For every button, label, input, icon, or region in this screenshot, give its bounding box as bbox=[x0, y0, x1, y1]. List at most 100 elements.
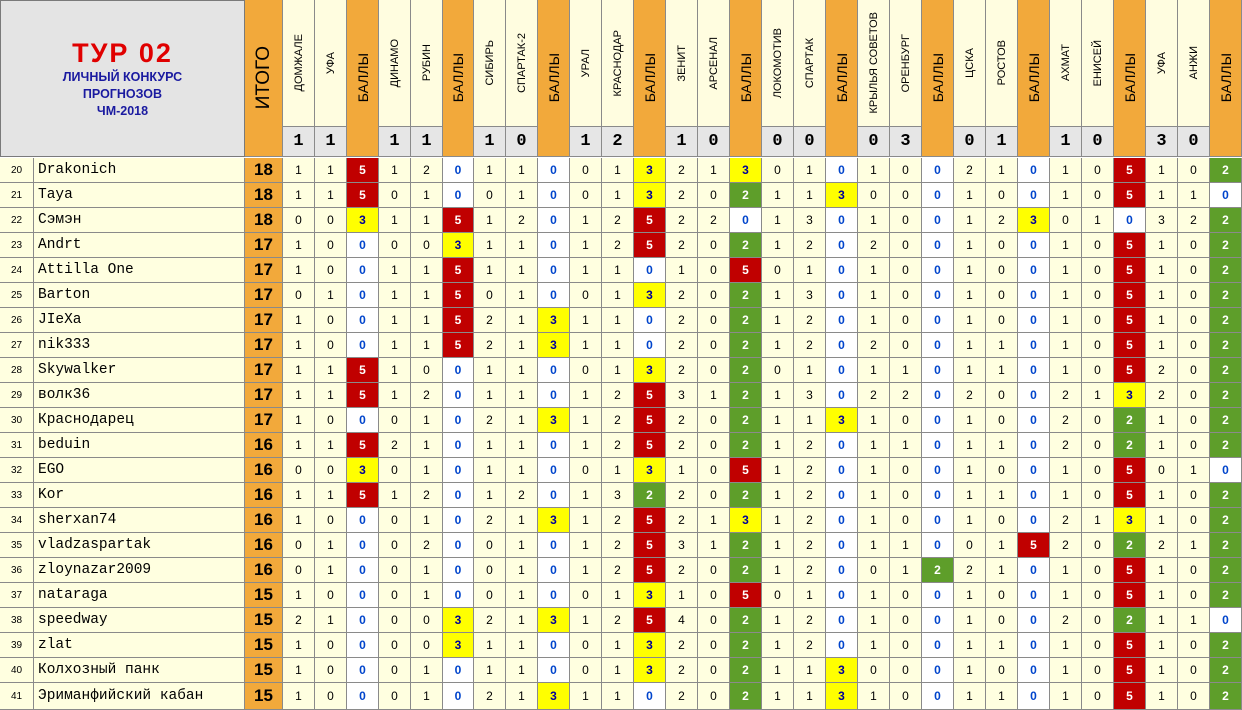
prediction-home: 1 bbox=[858, 208, 890, 233]
prediction-points: 0 bbox=[922, 208, 954, 233]
prediction-home: 1 bbox=[858, 633, 890, 658]
prediction-away: 1 bbox=[890, 558, 922, 583]
prediction-away: 0 bbox=[1082, 658, 1114, 683]
prediction-points: 0 bbox=[922, 533, 954, 558]
prediction-away: 3 bbox=[794, 383, 826, 408]
participant-name[interactable]: волк36 bbox=[34, 383, 245, 408]
prediction-home: 1 bbox=[283, 258, 315, 283]
match-8-points-header: БАЛЛЫ bbox=[1018, 0, 1050, 157]
prediction-home: 1 bbox=[762, 208, 794, 233]
prediction-home: 0 bbox=[379, 583, 411, 608]
participant-name[interactable]: sherxan74 bbox=[34, 508, 245, 533]
participant-name[interactable]: Skywalker bbox=[34, 358, 245, 383]
prediction-away: 1 bbox=[698, 533, 730, 558]
participant-name[interactable]: beduin bbox=[34, 433, 245, 458]
participant-name[interactable]: zloynazar2009 bbox=[34, 558, 245, 583]
participant-name[interactable]: nataraga bbox=[34, 583, 245, 608]
match-3-away-team: СПАРТАК-2 bbox=[506, 0, 538, 127]
prediction-home: 1 bbox=[1050, 258, 1082, 283]
participant-name[interactable]: Сэмэн bbox=[34, 208, 245, 233]
match-8-home-score: 0 bbox=[954, 127, 986, 157]
prediction-home: 1 bbox=[1050, 583, 1082, 608]
participant-name[interactable]: Краснодарец bbox=[34, 408, 245, 433]
prediction-away: 0 bbox=[411, 633, 443, 658]
prediction-home: 1 bbox=[283, 508, 315, 533]
prediction-away: 0 bbox=[890, 458, 922, 483]
prediction-away: 2 bbox=[602, 608, 634, 633]
prediction-away: 0 bbox=[315, 258, 347, 283]
prediction-home: 1 bbox=[570, 258, 602, 283]
prediction-home: 2 bbox=[954, 558, 986, 583]
participant-name[interactable]: vladzaspartak bbox=[34, 533, 245, 558]
prediction-away: 1 bbox=[986, 483, 1018, 508]
participant-name[interactable]: Barton bbox=[34, 283, 245, 308]
prediction-away: 1 bbox=[411, 308, 443, 333]
prediction-points: 3 bbox=[443, 608, 474, 633]
prediction-away: 1 bbox=[315, 158, 347, 183]
prediction-home: 0 bbox=[762, 583, 794, 608]
prediction-away: 0 bbox=[698, 308, 730, 333]
prediction-points: 0 bbox=[922, 358, 954, 383]
prediction-away: 1 bbox=[602, 258, 634, 283]
prediction-away: 0 bbox=[1178, 308, 1210, 333]
prediction-points: 3 bbox=[634, 658, 666, 683]
prediction-points: 3 bbox=[634, 158, 666, 183]
prediction-points: 0 bbox=[826, 358, 858, 383]
participant-name[interactable]: Колхозный панк bbox=[34, 658, 245, 683]
prediction-points: 0 bbox=[1018, 508, 1050, 533]
prediction-home: 1 bbox=[570, 333, 602, 358]
match-9-home-score: 1 bbox=[1050, 127, 1082, 157]
prediction-home: 1 bbox=[570, 233, 602, 258]
participant-name[interactable]: nik333 bbox=[34, 333, 245, 358]
points-header-label: БАЛЛЫ bbox=[1025, 53, 1042, 103]
prediction-points: 2 bbox=[1210, 683, 1242, 710]
prediction-away: 0 bbox=[1178, 633, 1210, 658]
participant-name[interactable]: JIeXa bbox=[34, 308, 245, 333]
prediction-away: 1 bbox=[890, 533, 922, 558]
prediction-home: 0 bbox=[570, 458, 602, 483]
prediction-points: 5 bbox=[1114, 333, 1146, 358]
participant-name[interactable]: Drakonich bbox=[34, 158, 245, 183]
prediction-points: 2 bbox=[1210, 158, 1242, 183]
match-4-away-score: 2 bbox=[602, 127, 634, 157]
participant-total: 15 bbox=[245, 583, 283, 608]
prediction-away: 2 bbox=[506, 483, 538, 508]
prediction-away: 0 bbox=[890, 483, 922, 508]
prediction-home: 1 bbox=[762, 533, 794, 558]
points-header-label: БАЛЛЫ bbox=[450, 53, 466, 103]
prediction-points: 3 bbox=[634, 583, 666, 608]
participant-total: 18 bbox=[245, 208, 283, 233]
prediction-home: 1 bbox=[1050, 658, 1082, 683]
prediction-home: 1 bbox=[379, 208, 411, 233]
prediction-home: 1 bbox=[858, 258, 890, 283]
prediction-home: 1 bbox=[474, 233, 506, 258]
match-4-home-score: 1 bbox=[570, 127, 602, 157]
prediction-home: 1 bbox=[474, 158, 506, 183]
prediction-home: 2 bbox=[666, 433, 698, 458]
participant-name[interactable]: Attilla One bbox=[34, 258, 245, 283]
prediction-points: 0 bbox=[826, 508, 858, 533]
prediction-points: 5 bbox=[730, 583, 762, 608]
participant-name[interactable]: Taya bbox=[34, 183, 245, 208]
prediction-home: 0 bbox=[570, 283, 602, 308]
prediction-away: 1 bbox=[506, 383, 538, 408]
prediction-home: 1 bbox=[570, 683, 602, 710]
match-7-away-team: ОРЕНБУРГ bbox=[890, 0, 922, 127]
participant-name[interactable]: EGO bbox=[34, 458, 245, 483]
prediction-points: 0 bbox=[826, 233, 858, 258]
prediction-points: 0 bbox=[538, 158, 570, 183]
participant-name[interactable]: Kor bbox=[34, 483, 245, 508]
prediction-away: 2 bbox=[986, 208, 1018, 233]
prediction-away: 1 bbox=[1178, 458, 1210, 483]
participant-name[interactable]: speedway bbox=[34, 608, 245, 633]
prediction-away: 1 bbox=[411, 208, 443, 233]
participant-name[interactable]: Эриманфийский кабан bbox=[34, 683, 245, 710]
prediction-points: 0 bbox=[922, 158, 954, 183]
participant-name[interactable]: Andrt bbox=[34, 233, 245, 258]
prediction-home: 1 bbox=[1146, 183, 1178, 208]
participant-name[interactable]: zlat bbox=[34, 633, 245, 658]
prediction-points: 3 bbox=[730, 508, 762, 533]
prediction-home: 0 bbox=[283, 208, 315, 233]
prediction-away: 1 bbox=[794, 583, 826, 608]
prediction-points: 2 bbox=[730, 408, 762, 433]
